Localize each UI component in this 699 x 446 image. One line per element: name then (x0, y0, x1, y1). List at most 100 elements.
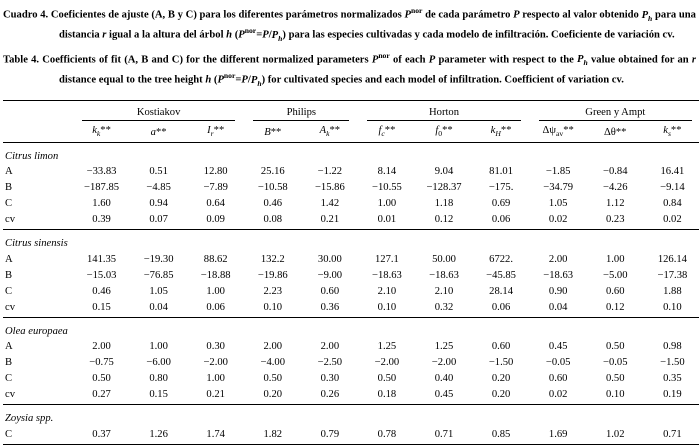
value-cell: 0.94 (149, 198, 168, 210)
species-name: Citrus limon (5, 150, 59, 162)
value-cell: 126.14 (657, 253, 687, 265)
value-cell: 1.74 (187, 426, 245, 445)
value-cell: 1.12 (605, 198, 625, 210)
value-cell: 0.45 (415, 386, 473, 406)
value-cell: 0.09 (187, 211, 245, 231)
value-cell: 0.50 (263, 373, 283, 385)
value-cell: −9.14 (660, 182, 685, 194)
coefficient-data-row: C 0.50 0.80 1.00 0.50 0.30 0.50 0.40 0.20 0.60 0.5… (3, 371, 699, 387)
coefficient-data-row: A 141.35 −19.30 88.62 132.2 30.00 127.1 50.00 67… (3, 251, 699, 267)
caption-english: Table 4. Coefficients of fit (A, B and C… (3, 50, 697, 88)
value-cell: 1.02 (586, 426, 644, 445)
value-cell: 1.00 (149, 341, 168, 353)
value-cell: 0.39 (73, 211, 131, 231)
species-row: Citrus sinensis (3, 230, 699, 252)
value-cell: 1.25 (434, 341, 454, 353)
value-cell: 50.00 (432, 253, 456, 265)
value-cell: 0.21 (301, 211, 359, 231)
value-cell: −10.58 (257, 182, 288, 194)
model-group-header: Philips (244, 99, 359, 121)
value-cell: −7.89 (203, 182, 228, 194)
value-cell: 0.84 (663, 198, 682, 210)
value-cell: 0.69 (491, 198, 511, 210)
value-cell: −9.00 (317, 269, 343, 281)
value-cell: −5.00 (602, 269, 628, 281)
value-cell: 0.23 (586, 211, 644, 231)
value-cell: 0.10 (586, 386, 644, 406)
value-cell: −0.75 (89, 357, 114, 369)
value-cell: 0.04 (529, 299, 587, 318)
value-cell: 1.00 (206, 373, 225, 385)
value-cell: 0.50 (92, 373, 111, 385)
value-cell: −2.00 (374, 357, 400, 369)
value-cell: 0.10 (358, 299, 416, 318)
coefficient-row-label: B (5, 357, 13, 369)
value-cell: 1.05 (548, 198, 568, 210)
value-cell: 6722. (489, 253, 513, 265)
species-name: Olea europaea (5, 325, 68, 337)
model-group-header: Horton (358, 99, 530, 121)
coefficient-row-label: B (5, 182, 13, 194)
value-cell: 1.88 (663, 285, 682, 297)
value-cell: 25.16 (260, 166, 285, 178)
value-cell: −2.00 (431, 357, 457, 369)
coefficient-data-row: cv 0.27 0.15 0.21 0.20 0.26 0.18 0.45 0.20 0.02 0.… (3, 386, 699, 406)
coefficient-data-row: B −187.85 −4.85 −7.89 −10.58 −15.86 −10.55 −128… (3, 180, 699, 196)
value-cell: 0.02 (529, 211, 587, 231)
model-group-header: Green y Ampt (529, 99, 699, 121)
value-cell: 88.62 (203, 253, 228, 265)
value-cell: 30.00 (317, 253, 342, 265)
caption-spanish: Cuadro 4. Coeficientes de ajuste (A, B y… (3, 6, 696, 44)
species-name: Zoysia spp. (5, 413, 54, 425)
value-cell: −10.55 (372, 182, 402, 194)
model-group-header: Kostiakov (73, 99, 245, 121)
value-cell: 0.71 (415, 426, 473, 445)
value-cell: 0.45 (548, 341, 568, 353)
parameter-column-header: kk** (73, 120, 131, 143)
species-row: Olea europaea (3, 317, 699, 339)
coefficient-data-row: C 1.60 0.94 0.64 0.46 1.42 1.00 1.18 0.69 1.05 1.1… (3, 196, 699, 212)
value-cell: 0.12 (415, 211, 473, 231)
value-cell: 0.50 (605, 373, 625, 385)
value-cell: 1.05 (149, 285, 168, 297)
value-cell: −6.00 (146, 357, 171, 369)
value-cell: 0.80 (149, 373, 168, 385)
value-cell: 0.20 (472, 386, 530, 406)
coefficient-data-row: B −0.75 −6.00 −2.00 −4.00 −2.50 −2.00 −2.00 −1.5… (3, 355, 699, 371)
corner-spacer (3, 99, 73, 121)
value-cell: 2.00 (92, 341, 111, 353)
value-cell: −18.63 (543, 269, 574, 281)
value-cell: 0.10 (244, 299, 302, 318)
value-cell: 12.80 (203, 166, 228, 178)
coefficient-row-label: cv (3, 211, 73, 231)
value-cell: 0.46 (263, 198, 283, 210)
value-cell: 0.06 (472, 299, 530, 318)
model-group-label: Philips (253, 107, 350, 121)
value-cell: 127.1 (375, 253, 399, 265)
value-cell: 0.60 (605, 285, 625, 297)
parameter-column-header: Ir** (187, 120, 245, 143)
coefficient-row-label: C (3, 426, 73, 445)
value-cell: −4.26 (602, 182, 628, 194)
value-cell: 0.36 (301, 299, 359, 318)
value-cell: 0.50 (377, 373, 397, 385)
value-cell: 0.98 (663, 341, 682, 353)
value-cell: 1.82 (244, 426, 302, 445)
value-cell: −19.30 (143, 253, 174, 265)
value-cell: 0.20 (491, 373, 511, 385)
parameter-column-header: ks** (643, 120, 699, 143)
coefficient-row-label: C (5, 198, 13, 210)
value-cell: 0.60 (320, 285, 340, 297)
value-cell: −187.85 (83, 182, 120, 194)
corner-spacer-2 (3, 120, 73, 143)
table-body: Citrus limon A −33.83 0.51 12.80 25.16 −1.22 8.… (3, 142, 699, 445)
value-cell: −175. (488, 182, 514, 194)
value-cell: 1.18 (434, 198, 454, 210)
value-cell: 0.21 (187, 386, 245, 406)
value-cell: 2.00 (320, 341, 340, 353)
value-cell: −18.63 (372, 269, 402, 281)
value-cell: −1.50 (660, 357, 685, 369)
coefficient-data-row: A −33.83 0.51 12.80 25.16 −1.22 8.14 9.04 81.01 −… (3, 164, 699, 180)
value-cell: 0.50 (605, 341, 625, 353)
